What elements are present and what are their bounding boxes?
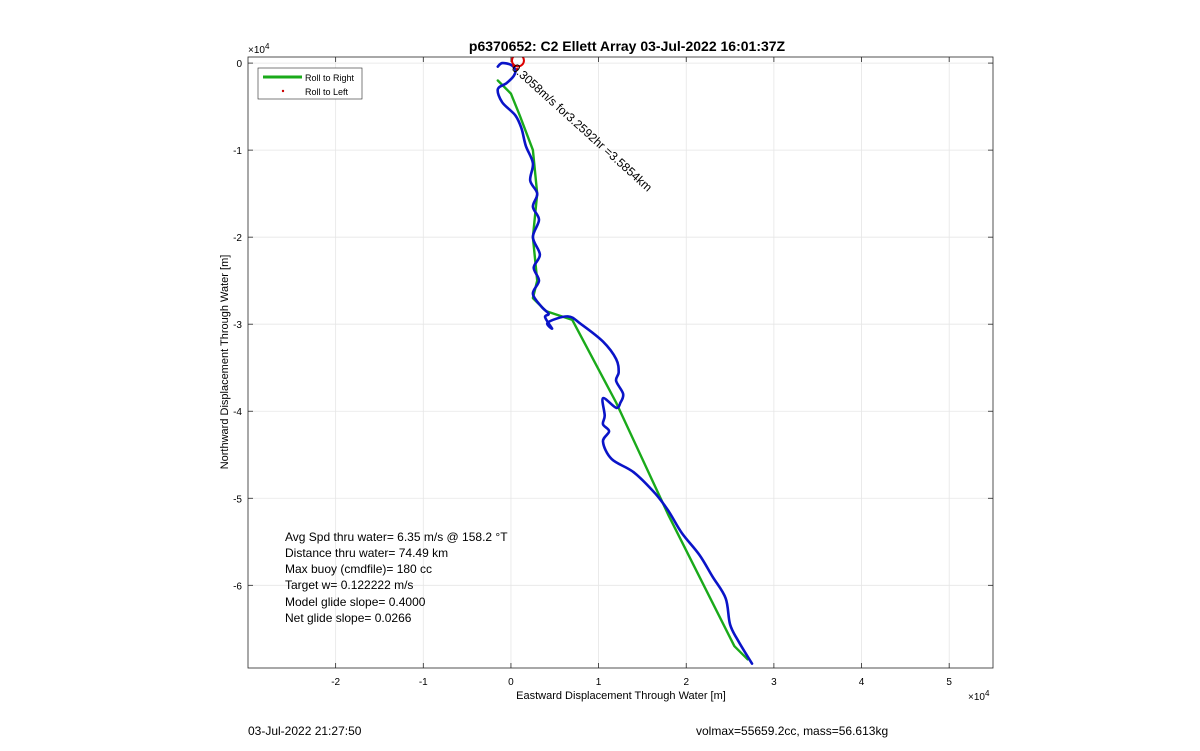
x-tick-label: 0 [508, 677, 514, 688]
stat-model-glide-slope: Model glide slope= 0.4000 [285, 595, 426, 609]
y-tick-label: -5 [233, 494, 242, 505]
stat-max-buoy: Max buoy (cmdfile)= 180 cc [285, 562, 432, 576]
chart-title: p6370652: C2 Ellett Array 03-Jul-2022 16… [469, 38, 786, 54]
x-tick-label: 4 [859, 677, 865, 688]
grid [248, 57, 993, 668]
series-roll-to-right-line [496, 79, 749, 661]
x-exponent-base: ×10 [968, 692, 985, 703]
y-tick-label: -6 [233, 581, 242, 592]
svg-text:×104: ×104 [968, 689, 990, 703]
x-tick-label: -1 [419, 677, 428, 688]
y-exponent-base: ×10 [248, 45, 265, 56]
stats-annotation: Avg Spd thru water= 6.35 m/s @ 158.2 °T … [285, 530, 508, 625]
footer-volmax-mass: volmax=55659.2cc, mass=56.613kg [696, 724, 889, 738]
legend-swatch-roll-left [281, 89, 285, 93]
y-axis-label: Northward Displacement Through Water [m] [219, 255, 231, 470]
y-tick-label: -3 [233, 320, 242, 331]
stat-distance: Distance thru water= 74.49 km [285, 546, 448, 560]
x-exponent-power: 4 [985, 689, 990, 698]
plot-frame [247, 56, 994, 669]
x-tick-label: 2 [683, 677, 689, 688]
x-tick-label: 3 [771, 677, 777, 688]
legend: Roll to Right Roll to Left [257, 67, 363, 100]
y-exponent-label: ×104 [248, 42, 270, 56]
plot-area [248, 57, 993, 668]
stat-avg-speed: Avg Spd thru water= 6.35 m/s @ 158.2 °T [285, 530, 508, 544]
drift-start-circle [510, 57, 525, 68]
stat-net-glide-slope: Net glide slope= 0.0266 [285, 611, 412, 625]
x-axis-label: Eastward Displacement Through Water [m] [516, 690, 726, 702]
roll-left-point [515, 67, 519, 71]
legend-box [257, 67, 363, 100]
y-exponent-power: 4 [265, 42, 270, 51]
svg-text:×104: ×104 [248, 42, 270, 56]
x-tick-label: 1 [596, 677, 602, 688]
y-tick-label: -1 [233, 146, 242, 157]
x-tick-label: -2 [331, 677, 340, 688]
data-series [496, 57, 754, 665]
legend-label-roll-right: Roll to Right [305, 73, 355, 83]
series-track-line [496, 61, 754, 665]
legend-label-roll-left: Roll to Left [305, 87, 349, 97]
x-exponent-label: ×104 [968, 689, 990, 703]
footer-timestamp: 03-Jul-2022 21:27:50 [248, 724, 362, 738]
y-tick-label: 0 [236, 59, 242, 70]
y-tick-label: -2 [233, 233, 242, 244]
axis-ticks: -2 -1 0 1 2 3 4 5 0 -1 -2 -3 -4 -5 -6 [233, 57, 993, 688]
x-tick-label: 5 [946, 677, 952, 688]
stat-target-w: Target w= 0.122222 m/s [285, 578, 413, 592]
y-tick-label: -4 [233, 407, 242, 418]
